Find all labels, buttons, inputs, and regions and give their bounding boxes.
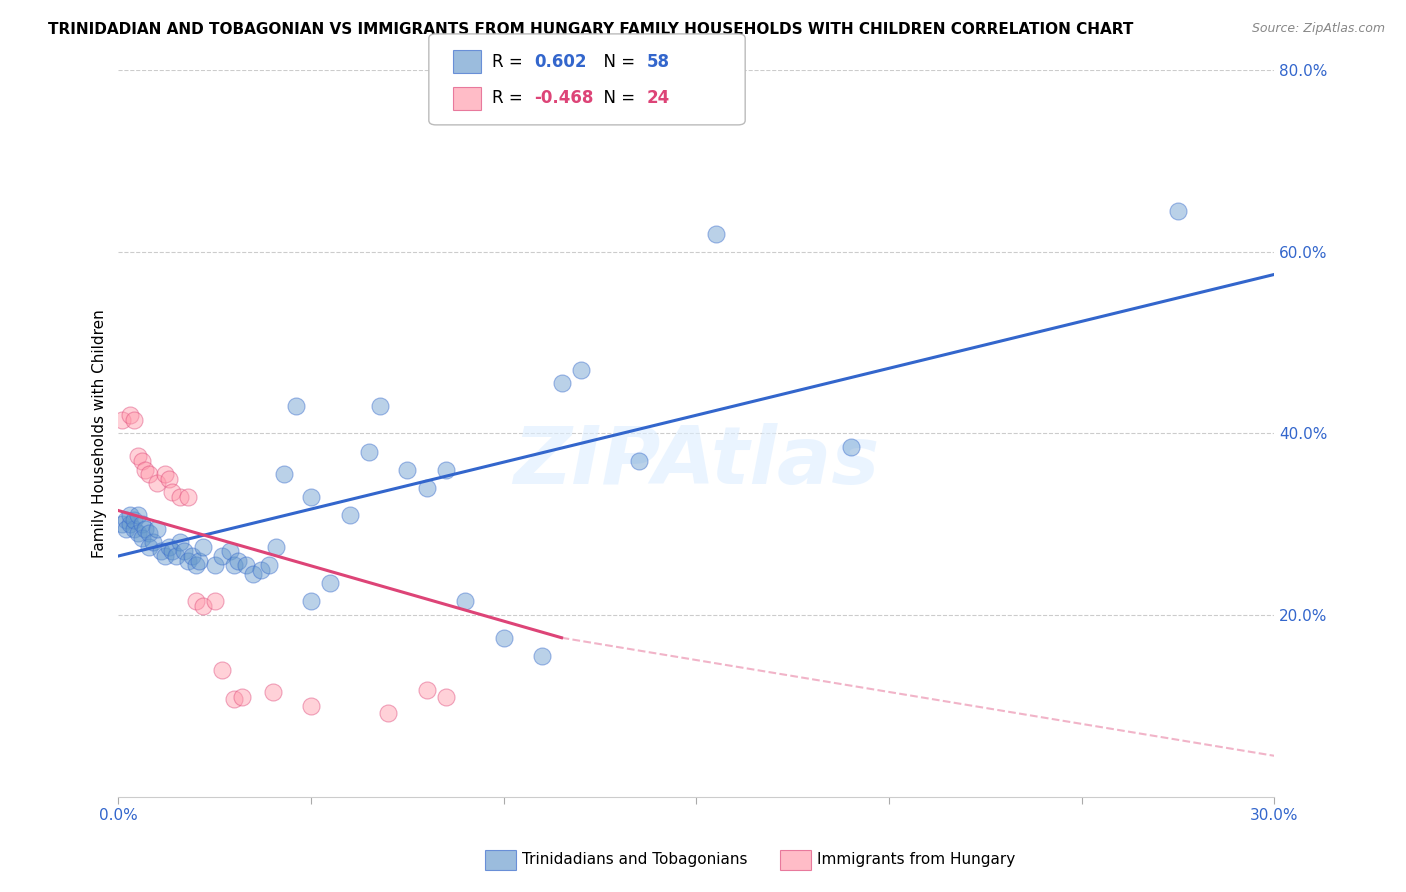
- Point: [250, 563, 273, 577]
- Point: [146, 522, 169, 536]
- Point: [162, 485, 184, 500]
- Point: [169, 535, 191, 549]
- Point: [127, 508, 149, 522]
- Point: [153, 467, 176, 482]
- Text: -0.468: -0.468: [534, 89, 593, 107]
- Point: [138, 540, 160, 554]
- Point: [177, 553, 200, 567]
- Point: [177, 490, 200, 504]
- Point: [127, 526, 149, 541]
- Point: [839, 440, 862, 454]
- Point: [180, 549, 202, 563]
- Point: [118, 508, 141, 522]
- Point: [193, 599, 215, 613]
- Point: [142, 535, 165, 549]
- Text: Source: ZipAtlas.com: Source: ZipAtlas.com: [1251, 22, 1385, 36]
- Point: [111, 517, 134, 532]
- Point: [1167, 203, 1189, 218]
- Y-axis label: Family Households with Children: Family Households with Children: [93, 309, 107, 558]
- Point: [299, 698, 322, 713]
- Point: [396, 463, 419, 477]
- Point: [184, 558, 207, 572]
- Point: [131, 517, 153, 532]
- Point: [153, 549, 176, 563]
- Point: [162, 544, 184, 558]
- Point: [370, 399, 392, 413]
- Point: [377, 706, 399, 720]
- Text: Immigrants from Hungary: Immigrants from Hungary: [817, 853, 1015, 867]
- Point: [266, 540, 288, 554]
- Point: [111, 413, 134, 427]
- Point: [319, 576, 342, 591]
- Point: [149, 544, 172, 558]
- Text: TRINIDADIAN AND TOBAGONIAN VS IMMIGRANTS FROM HUNGARY FAMILY HOUSEHOLDS WITH CHI: TRINIDADIAN AND TOBAGONIAN VS IMMIGRANTS…: [48, 22, 1133, 37]
- Text: N =: N =: [593, 53, 641, 70]
- Point: [235, 558, 257, 572]
- Point: [257, 558, 280, 572]
- Point: [188, 553, 211, 567]
- Point: [165, 549, 187, 563]
- Point: [204, 594, 226, 608]
- Point: [134, 522, 156, 536]
- Point: [115, 522, 138, 536]
- Point: [222, 692, 245, 706]
- Point: [157, 472, 180, 486]
- Point: [169, 490, 191, 504]
- Point: [222, 558, 245, 572]
- Point: [173, 544, 195, 558]
- Text: N =: N =: [593, 89, 641, 107]
- Text: 24: 24: [647, 89, 671, 107]
- Point: [704, 227, 727, 241]
- Text: Trinidadians and Tobagonians: Trinidadians and Tobagonians: [522, 853, 747, 867]
- Point: [204, 558, 226, 572]
- Point: [134, 463, 156, 477]
- Point: [122, 413, 145, 427]
- Point: [118, 408, 141, 422]
- Point: [299, 594, 322, 608]
- Point: [211, 549, 233, 563]
- Point: [242, 567, 264, 582]
- Point: [492, 631, 515, 645]
- Point: [157, 540, 180, 554]
- Point: [284, 399, 307, 413]
- Point: [299, 490, 322, 504]
- Point: [131, 531, 153, 545]
- Point: [434, 690, 457, 704]
- Point: [115, 513, 138, 527]
- Point: [550, 376, 572, 391]
- Point: [131, 453, 153, 467]
- Point: [122, 513, 145, 527]
- Text: 0.602: 0.602: [534, 53, 586, 70]
- Point: [339, 508, 361, 522]
- Point: [184, 594, 207, 608]
- Point: [122, 522, 145, 536]
- Point: [273, 467, 295, 482]
- Text: R =: R =: [492, 53, 529, 70]
- Text: R =: R =: [492, 89, 529, 107]
- Point: [357, 444, 380, 458]
- Point: [415, 481, 437, 495]
- Point: [262, 685, 284, 699]
- Point: [627, 453, 650, 467]
- Text: 58: 58: [647, 53, 669, 70]
- Point: [118, 517, 141, 532]
- Point: [211, 663, 233, 677]
- Point: [415, 683, 437, 698]
- Point: [138, 467, 160, 482]
- Point: [127, 449, 149, 463]
- Point: [226, 553, 249, 567]
- Point: [138, 526, 160, 541]
- Point: [454, 594, 477, 608]
- Point: [434, 463, 457, 477]
- Point: [193, 540, 215, 554]
- Point: [531, 648, 554, 663]
- Point: [219, 544, 242, 558]
- Point: [146, 476, 169, 491]
- Text: ZIPAtlas: ZIPAtlas: [513, 424, 880, 501]
- Point: [231, 690, 253, 704]
- Point: [569, 363, 592, 377]
